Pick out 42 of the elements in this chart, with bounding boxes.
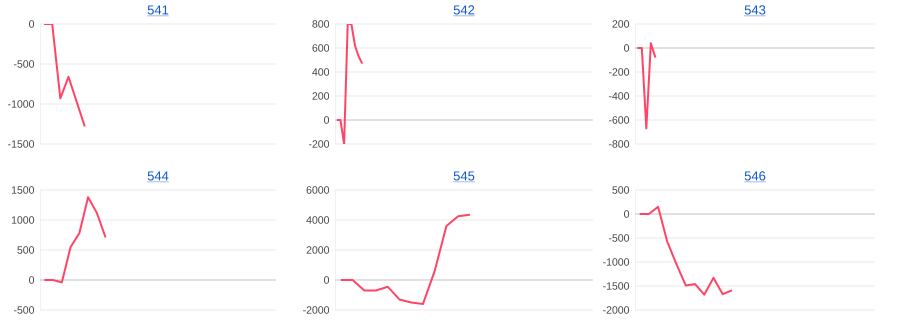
y-tick-label: -500	[14, 306, 34, 314]
y-tick-label: 0	[29, 276, 34, 284]
chart-title: 545	[454, 171, 474, 181]
y-tick-label: -400	[608, 92, 630, 100]
line-series	[638, 206, 733, 296]
y-tick-label: 4000	[306, 216, 330, 224]
line-series	[43, 196, 107, 284]
y-tick-label: 600	[312, 44, 330, 52]
y-tick-label: 400	[312, 68, 330, 76]
y-tick-label: -200	[608, 68, 630, 76]
y-tick-label: 800	[312, 20, 330, 28]
y-tick-label: -2000	[603, 306, 630, 314]
y-tick-label: 200	[312, 92, 330, 100]
y-tick-label: 0	[324, 276, 330, 284]
y-tick-label: 500	[612, 186, 630, 194]
chart-title: 544	[148, 171, 168, 181]
chart-title: 541	[148, 5, 168, 15]
y-tick-label: -1500	[603, 282, 630, 290]
y-tick-label: 0	[29, 20, 34, 28]
chart-title: 546	[744, 171, 766, 181]
y-tick-label: -500	[608, 234, 630, 242]
y-tick-label: 1000	[12, 216, 34, 224]
y-tick-label: 0	[624, 44, 630, 52]
y-tick-label: -200	[308, 140, 330, 148]
chart-title: 542	[454, 5, 474, 15]
y-tick-label: -800	[608, 140, 630, 148]
y-tick-label: 0	[624, 210, 630, 218]
line-series	[340, 214, 471, 306]
y-tick-label: 0	[324, 116, 330, 124]
y-tick-label: -2000	[303, 306, 330, 314]
chart-title: 543	[744, 5, 766, 15]
y-tick-label: -600	[608, 116, 630, 124]
y-tick-label: 200	[612, 20, 630, 28]
y-tick-label: -1000	[603, 258, 630, 266]
y-tick-label: 6000	[306, 186, 330, 194]
y-tick-label: 1500	[12, 186, 34, 194]
y-tick-label: -1000	[8, 100, 34, 108]
line-series	[636, 42, 656, 130]
y-tick-label: 2000	[306, 246, 330, 254]
y-tick-label: 500	[17, 246, 34, 254]
y-tick-label: -1500	[8, 140, 34, 148]
y-tick-label: -500	[14, 60, 34, 68]
